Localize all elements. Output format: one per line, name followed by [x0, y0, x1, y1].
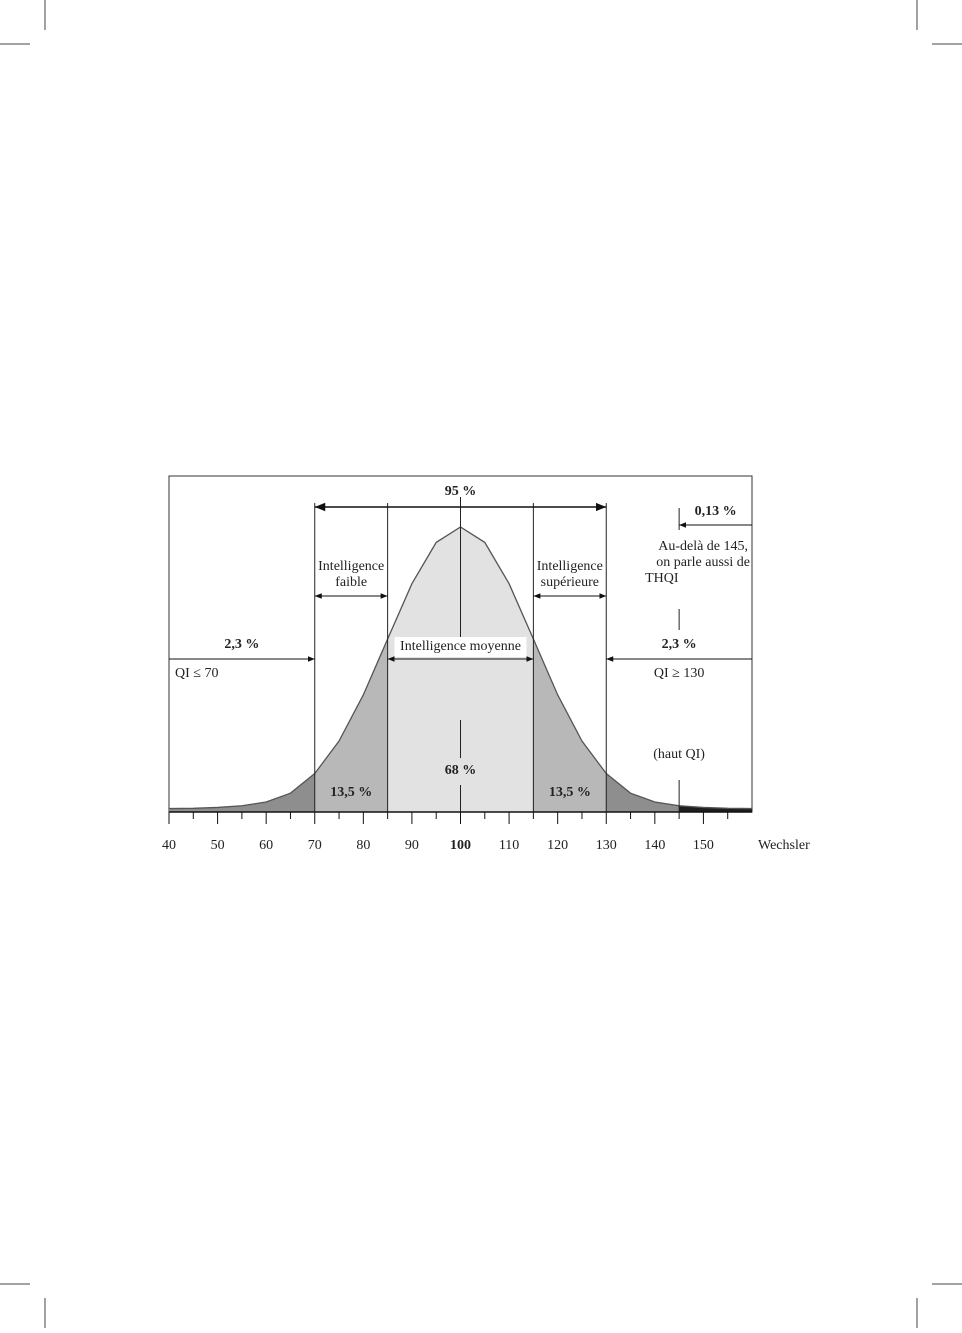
x-tick-label: 50 — [211, 838, 225, 853]
region — [606, 773, 680, 812]
x-tick-label: 90 — [405, 838, 419, 853]
span-label: 95 % — [445, 484, 477, 499]
span-label: faible — [335, 575, 367, 590]
span-label: Intelligence — [537, 559, 603, 574]
span-label: Intelligence moyenne — [400, 639, 521, 654]
x-tick-label: 110 — [499, 838, 519, 853]
x-tick-label: 140 — [644, 838, 665, 853]
region-label: 13,5 % — [549, 785, 591, 800]
high-label: (haut QI) — [653, 747, 705, 762]
x-tick-label: 100 — [450, 838, 471, 853]
x-tick-label: 120 — [547, 838, 568, 853]
span-sublabel: QI ≤ 70 — [175, 666, 218, 681]
span-label: 0,13 % — [695, 504, 737, 519]
x-axis-label: Wechsler — [758, 838, 810, 853]
x-tick-label: 150 — [693, 838, 714, 853]
note-line: THQI — [645, 571, 679, 586]
note-line: Au-delà de 145, — [658, 539, 748, 554]
note-line: on parle aussi de — [656, 555, 750, 570]
x-tick-label: 130 — [596, 838, 617, 853]
region — [169, 773, 315, 812]
span-label: supérieure — [541, 575, 599, 590]
label-bg — [394, 637, 527, 657]
span-label: 2,3 % — [662, 637, 697, 652]
span-label: 2,3 % — [224, 637, 259, 652]
x-tick-label: 80 — [356, 838, 370, 853]
region-label: 13,5 % — [330, 785, 372, 800]
region — [387, 527, 534, 812]
x-tick-label: 70 — [308, 838, 322, 853]
span-label: Intelligence — [318, 559, 384, 574]
span-sublabel: QI ≥ 130 — [654, 666, 704, 681]
x-tick-label: 60 — [259, 838, 273, 853]
x-tick-label: 40 — [162, 838, 176, 853]
region-label: 68 % — [445, 763, 477, 778]
